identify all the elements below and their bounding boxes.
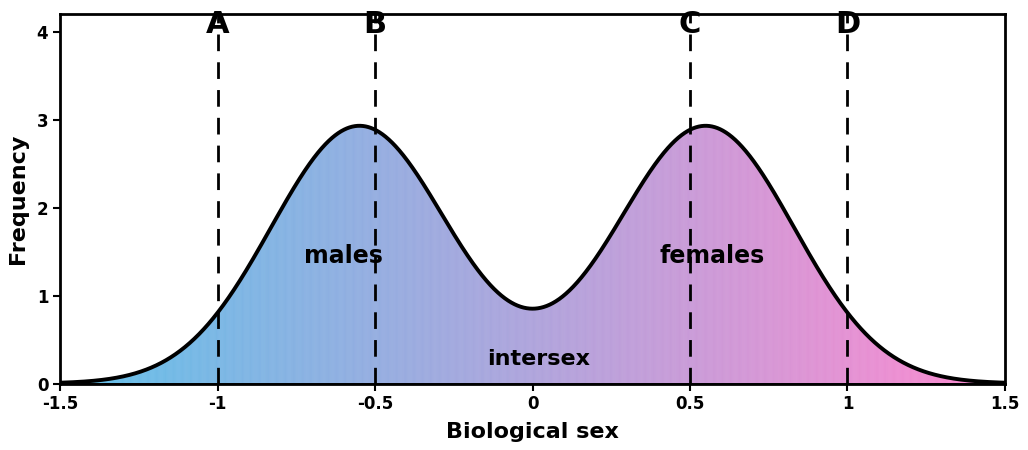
Text: females: females — [659, 244, 765, 268]
Text: A: A — [206, 10, 229, 39]
Text: males: males — [304, 244, 383, 268]
X-axis label: Biological sex: Biological sex — [446, 422, 619, 441]
Text: intersex: intersex — [487, 349, 590, 369]
Text: C: C — [678, 10, 701, 39]
Text: B: B — [364, 10, 387, 39]
Y-axis label: Frequency: Frequency — [8, 134, 29, 264]
Text: D: D — [835, 10, 860, 39]
